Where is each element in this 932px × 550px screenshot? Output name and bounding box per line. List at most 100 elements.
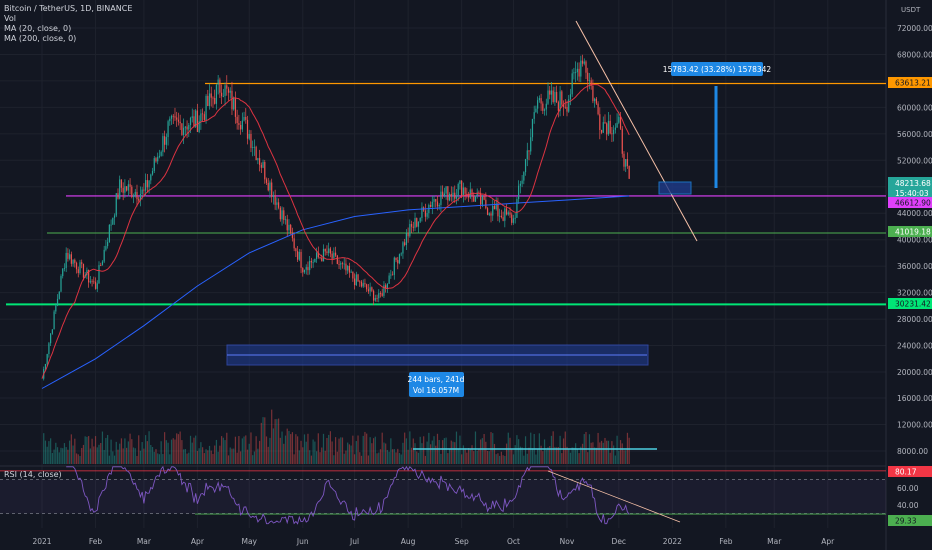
volume-bar bbox=[172, 438, 174, 464]
candle-body bbox=[329, 248, 332, 254]
volume-bar bbox=[174, 439, 176, 464]
volume-bar bbox=[60, 447, 62, 464]
horizontal-levels[interactable] bbox=[6, 82, 886, 306]
candle-body bbox=[324, 248, 326, 252]
candle-body bbox=[509, 212, 511, 215]
candle-body bbox=[310, 260, 313, 263]
candle-body bbox=[93, 281, 95, 283]
volume-bar bbox=[448, 449, 451, 464]
candle-body bbox=[405, 233, 407, 246]
candle-body bbox=[183, 127, 185, 135]
volume-bar bbox=[367, 455, 370, 464]
time-tick-label: Apr bbox=[191, 537, 205, 546]
trend-drawings[interactable] bbox=[226, 20, 718, 450]
candle-body bbox=[362, 283, 364, 287]
volume-bar bbox=[203, 453, 205, 464]
resistance-tag-bg bbox=[888, 77, 932, 88]
candle-body bbox=[590, 80, 592, 86]
volume-bar bbox=[250, 432, 252, 464]
volume-bar bbox=[564, 431, 566, 464]
volume-bar bbox=[315, 451, 318, 464]
time-tick-label: 2021 bbox=[32, 537, 51, 546]
volume-bar bbox=[404, 432, 406, 464]
volume-bar bbox=[554, 446, 556, 464]
candle-body bbox=[134, 191, 136, 196]
candle-body bbox=[516, 199, 518, 218]
candle-body bbox=[272, 195, 275, 197]
volume-bar bbox=[262, 417, 264, 464]
candle-body bbox=[82, 263, 85, 278]
volume-bar bbox=[616, 435, 618, 464]
candle-body bbox=[587, 72, 589, 81]
volume-bar bbox=[170, 439, 173, 464]
candle-body bbox=[136, 191, 138, 200]
volume-bar bbox=[461, 454, 463, 464]
volume-bar bbox=[607, 440, 610, 464]
volume-bar bbox=[485, 441, 487, 464]
ma200-legend: MA (200, close, 0) bbox=[4, 34, 77, 43]
volume-bar bbox=[393, 449, 395, 464]
candle-body bbox=[530, 137, 532, 152]
current-price-tag: 48213.68 bbox=[895, 179, 931, 188]
volume-bar bbox=[293, 454, 295, 464]
volume-bar bbox=[48, 441, 50, 464]
ma200-line bbox=[41, 195, 630, 389]
candle-body bbox=[533, 112, 535, 119]
candle-body bbox=[467, 193, 470, 198]
candle-body bbox=[371, 287, 373, 291]
candle-body bbox=[519, 183, 521, 186]
volume-bar bbox=[405, 438, 407, 464]
candle-body bbox=[564, 106, 566, 108]
candle-body bbox=[312, 262, 314, 264]
candle-body bbox=[461, 180, 463, 196]
volume-bar bbox=[419, 436, 421, 464]
time-axis[interactable]: 2021 Feb Mar Apr May Jun Jul Aug Sep Oct Nov Dec 202… bbox=[32, 537, 835, 546]
chart-legend: Bitcoin / TetherUS, 1D, BINANCE Vol MA (… bbox=[4, 4, 132, 44]
volume-bar bbox=[379, 449, 382, 464]
candle-body bbox=[131, 186, 133, 197]
candle-body bbox=[436, 201, 439, 207]
candle-body bbox=[445, 186, 447, 194]
candle-body bbox=[625, 159, 627, 167]
volume-bar bbox=[260, 422, 262, 464]
candle-body bbox=[573, 72, 575, 74]
volume-bar bbox=[623, 450, 625, 464]
volume-bar bbox=[212, 453, 214, 464]
volume-bar bbox=[51, 452, 53, 464]
volume-bar bbox=[65, 447, 67, 464]
rsi-current-tag: 29.33 bbox=[895, 517, 917, 526]
candle-body bbox=[562, 104, 565, 107]
candle-body bbox=[442, 191, 444, 197]
candle-body bbox=[592, 85, 594, 102]
volume-bar bbox=[502, 455, 504, 464]
volume-bar bbox=[628, 437, 630, 464]
volume-bar bbox=[229, 447, 231, 464]
candle-body bbox=[179, 121, 181, 124]
volume-bar bbox=[88, 436, 90, 464]
time-tick-label: Apr bbox=[821, 537, 835, 546]
measure-annotation[interactable]: 15783.42 (33.28%) 1578342 bbox=[663, 62, 772, 76]
volume-bar bbox=[151, 446, 154, 464]
candle-body bbox=[499, 215, 501, 217]
volume-bar bbox=[132, 447, 135, 464]
candle-body bbox=[609, 120, 611, 134]
volume-bar bbox=[619, 440, 622, 464]
volume-bar bbox=[383, 442, 385, 464]
candle-body bbox=[535, 108, 537, 113]
volume-bar bbox=[559, 435, 561, 464]
time-tick-label: Dec bbox=[612, 537, 627, 546]
volume-bar bbox=[347, 442, 349, 464]
volume-bar bbox=[353, 454, 356, 464]
candle-body bbox=[398, 254, 401, 264]
candle-body bbox=[115, 193, 117, 216]
range-annotation[interactable]: 244 bars, 241d Vol 16.057M bbox=[408, 372, 465, 397]
volume-bar bbox=[77, 454, 79, 464]
volume-bar bbox=[160, 441, 162, 464]
volume-bar bbox=[438, 440, 440, 464]
candle-body bbox=[604, 122, 606, 124]
volume-bar bbox=[103, 449, 105, 464]
volume-bar bbox=[385, 443, 387, 464]
volume-bar bbox=[390, 438, 392, 464]
candle-body bbox=[369, 287, 371, 292]
